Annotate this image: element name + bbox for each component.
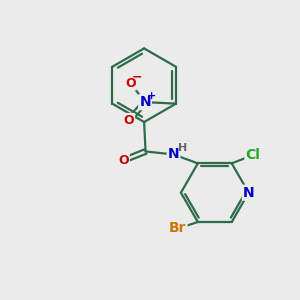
Text: +: + xyxy=(147,91,156,101)
Text: N: N xyxy=(168,147,179,161)
Text: −: − xyxy=(132,70,142,84)
Text: Cl: Cl xyxy=(245,148,260,162)
Text: N: N xyxy=(139,95,151,109)
Text: O: O xyxy=(124,114,134,127)
Text: Br: Br xyxy=(169,221,187,236)
Text: O: O xyxy=(118,154,129,167)
Text: O: O xyxy=(125,76,136,89)
Text: N: N xyxy=(243,186,254,200)
Text: H: H xyxy=(178,143,187,153)
